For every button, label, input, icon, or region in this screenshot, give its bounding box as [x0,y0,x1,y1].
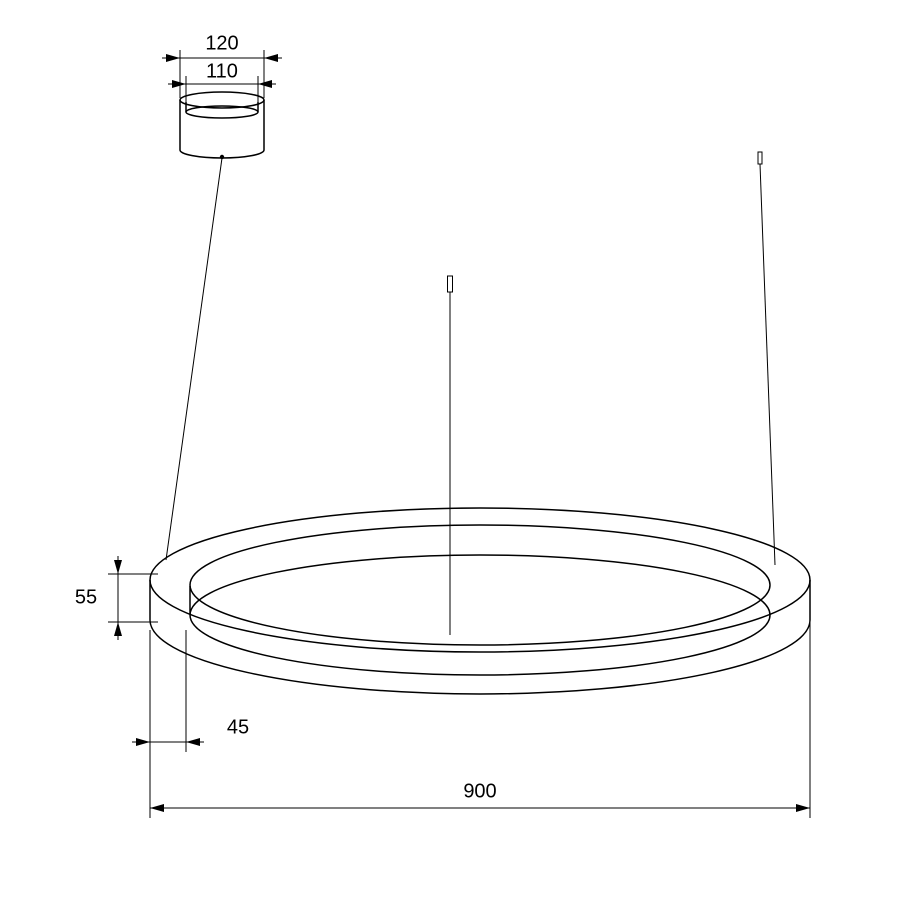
cable-terminal-icon [448,276,453,292]
ring-inner-top [190,525,770,645]
dim-110: 110 [206,60,238,82]
dim-900: 900 [463,780,496,802]
dim-120: 120 [205,32,238,54]
dim-55: 55 [75,586,97,608]
dim-45: 45 [227,716,249,738]
cable-terminal-icon [758,152,762,164]
ring-outer-top [150,508,810,652]
technical-drawing: 120 110 55 45 900 [0,0,900,900]
